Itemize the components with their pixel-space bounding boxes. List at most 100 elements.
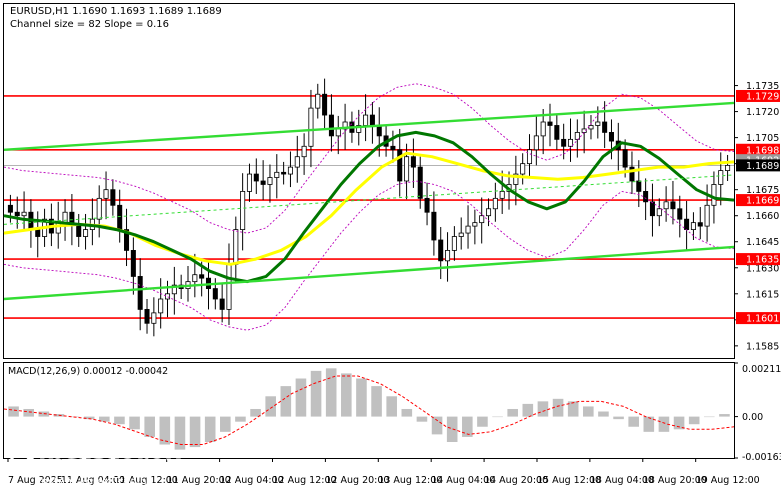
- candle-body: [588, 125, 594, 130]
- y-tick-label: 1.1705: [746, 133, 779, 144]
- macd-bar: [129, 416, 140, 430]
- candle-body: [158, 298, 164, 314]
- macd-panel: [3, 362, 735, 459]
- candle-body: [144, 309, 150, 324]
- candle-body: [226, 263, 232, 310]
- candle-body: [718, 170, 724, 185]
- candle-body: [595, 121, 601, 126]
- macd-bar: [688, 416, 700, 425]
- level-price-label: 1.1669: [746, 196, 779, 207]
- candle-body: [417, 166, 423, 199]
- macd-bar: [704, 416, 715, 418]
- x-tick-label: 12 Aug 20:00: [325, 475, 389, 486]
- candle-body: [656, 208, 662, 217]
- candle-body: [103, 189, 109, 199]
- watermark-brand: instaforex: [38, 449, 182, 478]
- current-price-tag: [736, 159, 780, 172]
- candle-body: [212, 288, 218, 300]
- candle-body: [308, 107, 314, 147]
- macd-bar: [643, 416, 655, 432]
- candle-body: [55, 222, 61, 234]
- candle-body: [554, 125, 560, 140]
- candle-body: [287, 166, 293, 175]
- candle-body: [663, 201, 669, 210]
- ma-fast-line: [3, 130, 735, 284]
- candle-body: [574, 132, 580, 140]
- candle-body: [322, 93, 328, 116]
- macd-bar: [462, 416, 473, 437]
- candle-body: [171, 284, 177, 295]
- macd-label: MACD(12,26,9) 0.00012 -0.00042: [8, 366, 168, 377]
- y-tick-label: 1.1735: [746, 81, 779, 92]
- candle-body: [643, 191, 649, 203]
- macd-bar: [159, 416, 171, 445]
- candle-body: [137, 276, 143, 310]
- macd-bar: [310, 370, 322, 417]
- macd-bar: [673, 416, 685, 430]
- candle-body: [397, 149, 403, 182]
- y-tick-label: 1.1630: [746, 263, 779, 274]
- candle-body: [76, 223, 82, 237]
- y-tick-label: 1.1660: [746, 211, 779, 222]
- macd-bar: [598, 411, 609, 417]
- candle-body: [151, 312, 157, 324]
- x-tick-label: 11 Aug 12:00: [114, 475, 178, 486]
- macd-bar: [8, 406, 19, 417]
- candle-body: [526, 149, 533, 165]
- candle-body: [547, 121, 553, 126]
- macd-bar: [83, 416, 95, 420]
- level-price-tag: [736, 143, 780, 156]
- macd-plot: [3, 368, 735, 450]
- x-tick-label: 15 Aug 12:00: [537, 475, 601, 486]
- candle-body: [240, 191, 246, 230]
- instaforex-logo-icon: [9, 450, 35, 476]
- candle-body: [431, 211, 437, 241]
- candle-body: [267, 177, 273, 185]
- candle-body: [130, 250, 136, 277]
- level-price-tag: [736, 89, 780, 102]
- candle-body: [492, 197, 498, 210]
- candle-body: [445, 250, 451, 262]
- candle-body: [458, 232, 464, 237]
- macd-bar: [567, 401, 579, 417]
- candle-body: [376, 125, 382, 137]
- macd-bar: [386, 396, 397, 417]
- candle-body: [192, 274, 198, 283]
- macd-bar: [235, 416, 246, 422]
- candle-body: [390, 145, 396, 151]
- candle-body: [233, 229, 239, 265]
- candle-body: [35, 229, 41, 237]
- level-price-tag: [736, 194, 780, 207]
- candle-body: [513, 173, 519, 185]
- y-tick-label: 1.1720: [746, 107, 779, 118]
- candle-body: [479, 215, 485, 224]
- macd-bar: [477, 416, 488, 427]
- y-tick-label: 1.1615: [746, 289, 779, 300]
- macd-bar: [401, 408, 413, 417]
- candle-body: [622, 149, 628, 168]
- candle-body: [636, 180, 642, 192]
- x-tick-label: 18 Aug 20:00: [643, 475, 707, 486]
- x-tick-label: 13 Aug 12:00: [378, 475, 442, 486]
- x-tick-label: 19 Aug 12:00: [696, 475, 760, 486]
- price-axis: 1.17351.17201.17051.16901.16751.16601.16…: [734, 81, 780, 352]
- candle-body: [533, 135, 539, 151]
- candle-body: [404, 156, 410, 182]
- x-tick-label: 11 Aug 20:00: [167, 475, 231, 486]
- candle-body: [110, 189, 116, 206]
- candle-body: [328, 114, 334, 137]
- macd-bar: [552, 398, 564, 417]
- candle-body: [117, 204, 123, 230]
- candle-body: [704, 204, 710, 227]
- macd-bar: [537, 401, 549, 417]
- x-tick-label: 11 Aug 04:00: [61, 475, 125, 486]
- candle-body: [486, 208, 492, 217]
- candle-body: [253, 173, 259, 182]
- candle-body: [62, 211, 68, 224]
- x-tick-label: 12 Aug 04:00: [220, 475, 284, 486]
- macd-bar: [446, 416, 458, 442]
- candle-body: [629, 166, 635, 182]
- candle-body: [711, 184, 717, 206]
